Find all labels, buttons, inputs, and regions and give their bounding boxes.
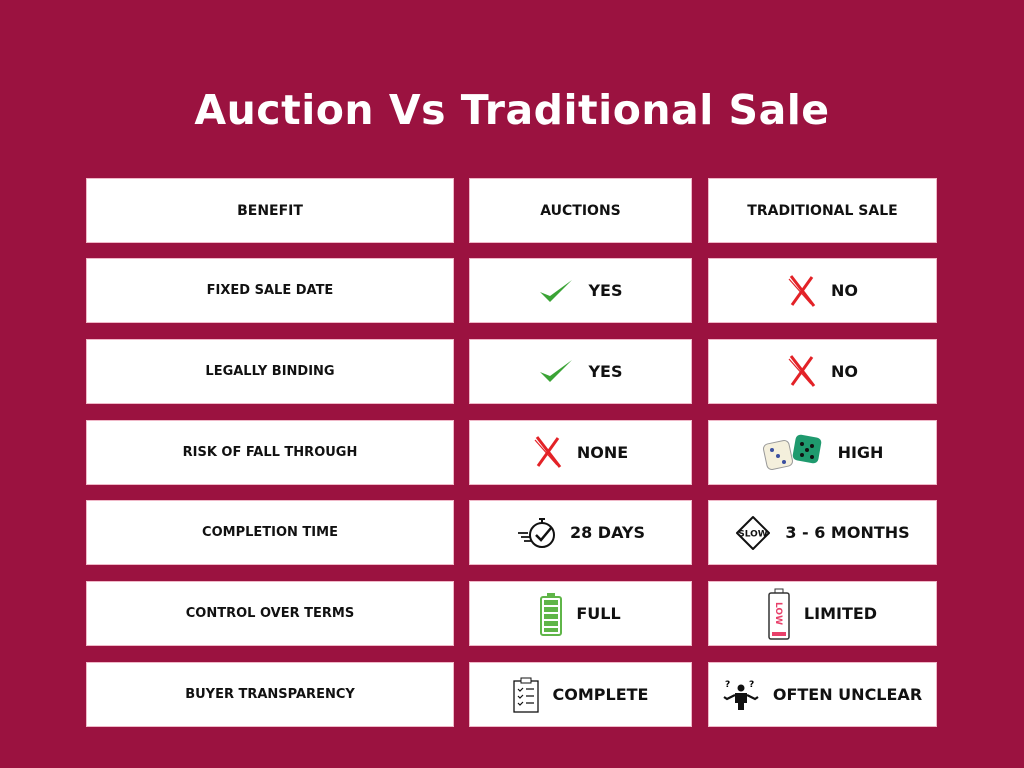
auction-value: COMPLETE — [552, 685, 649, 704]
benefit-cell: BUYER TRANSPARENCY — [86, 662, 454, 727]
traditional-cell: NO — [708, 338, 937, 404]
header-auctions: AUCTIONS — [469, 178, 692, 243]
traditional-cell: LOW LIMITED — [708, 581, 937, 647]
benefit-label: COMPLETION TIME — [202, 525, 338, 541]
check-icon — [538, 277, 574, 305]
traditional-cell: SLOW 3 - 6 MONTHS — [708, 500, 937, 566]
cross-icon — [787, 274, 817, 308]
cross-icon — [533, 435, 563, 469]
auction-value: FULL — [576, 604, 621, 624]
benefit-cell: CONTROL OVER TERMS — [86, 581, 454, 647]
full-battery-icon — [540, 592, 563, 636]
confused-person-icon: ?? — [723, 678, 759, 712]
benefit-label: LEGALLY BINDING — [205, 363, 335, 379]
traditional-value: OFTEN UNCLEAR — [772, 685, 923, 704]
auction-cell: NONE — [469, 419, 692, 485]
dice-icon — [762, 434, 824, 471]
auction-cell: YES — [469, 258, 692, 323]
page-title: Auction Vs Traditional Sale — [194, 86, 830, 134]
auction-value: YES — [588, 361, 623, 381]
benefit-label: BUYER TRANSPARENCY — [185, 687, 355, 702]
benefit-cell: RISK OF FALL THROUGH — [86, 419, 454, 485]
header-traditional-sale: TRADITIONAL SALE — [708, 178, 937, 243]
low-battery-icon: LOW — [768, 588, 790, 640]
traditional-value: NO — [831, 361, 858, 381]
traditional-cell: ?? OFTEN UNCLEAR — [708, 662, 937, 727]
auction-value: YES — [588, 281, 623, 300]
auction-cell: YES — [469, 338, 692, 404]
cross-icon — [787, 354, 817, 388]
traditional-cell: HIGH — [708, 419, 937, 485]
fast-stopwatch-icon — [516, 515, 556, 551]
slow-sign-icon: SLOW — [735, 515, 771, 551]
traditional-value: 3 - 6 MONTHS — [785, 523, 910, 543]
benefit-cell: COMPLETION TIME — [86, 500, 454, 566]
check-icon — [538, 357, 574, 385]
auction-value: NONE — [576, 442, 629, 462]
traditional-value: LIMITED — [803, 604, 878, 624]
svg-text:?: ? — [749, 680, 754, 690]
benefit-label: CONTROL OVER TERMS — [185, 606, 355, 622]
auction-cell: COMPLETE — [469, 662, 692, 727]
traditional-value: HIGH — [837, 442, 884, 462]
auction-value: 28 DAYS — [569, 523, 646, 543]
benefit-label: FIXED SALE DATE — [206, 283, 334, 298]
svg-text:LOW: LOW — [773, 602, 783, 625]
auction-cell: 28 DAYS — [469, 500, 692, 566]
benefit-cell: LEGALLY BINDING — [86, 338, 454, 404]
auction-cell: FULL — [469, 581, 692, 647]
svg-text:SLOW: SLOW — [739, 529, 769, 539]
benefit-cell: FIXED SALE DATE — [86, 258, 454, 323]
traditional-value: NO — [831, 281, 858, 300]
traditional-cell: NO — [708, 258, 937, 323]
benefit-label: RISK OF FALL THROUGH — [182, 444, 358, 460]
checklist-clipboard-icon — [512, 677, 539, 713]
header-benefit: BENEFIT — [86, 178, 454, 243]
svg-text:?: ? — [725, 680, 730, 690]
